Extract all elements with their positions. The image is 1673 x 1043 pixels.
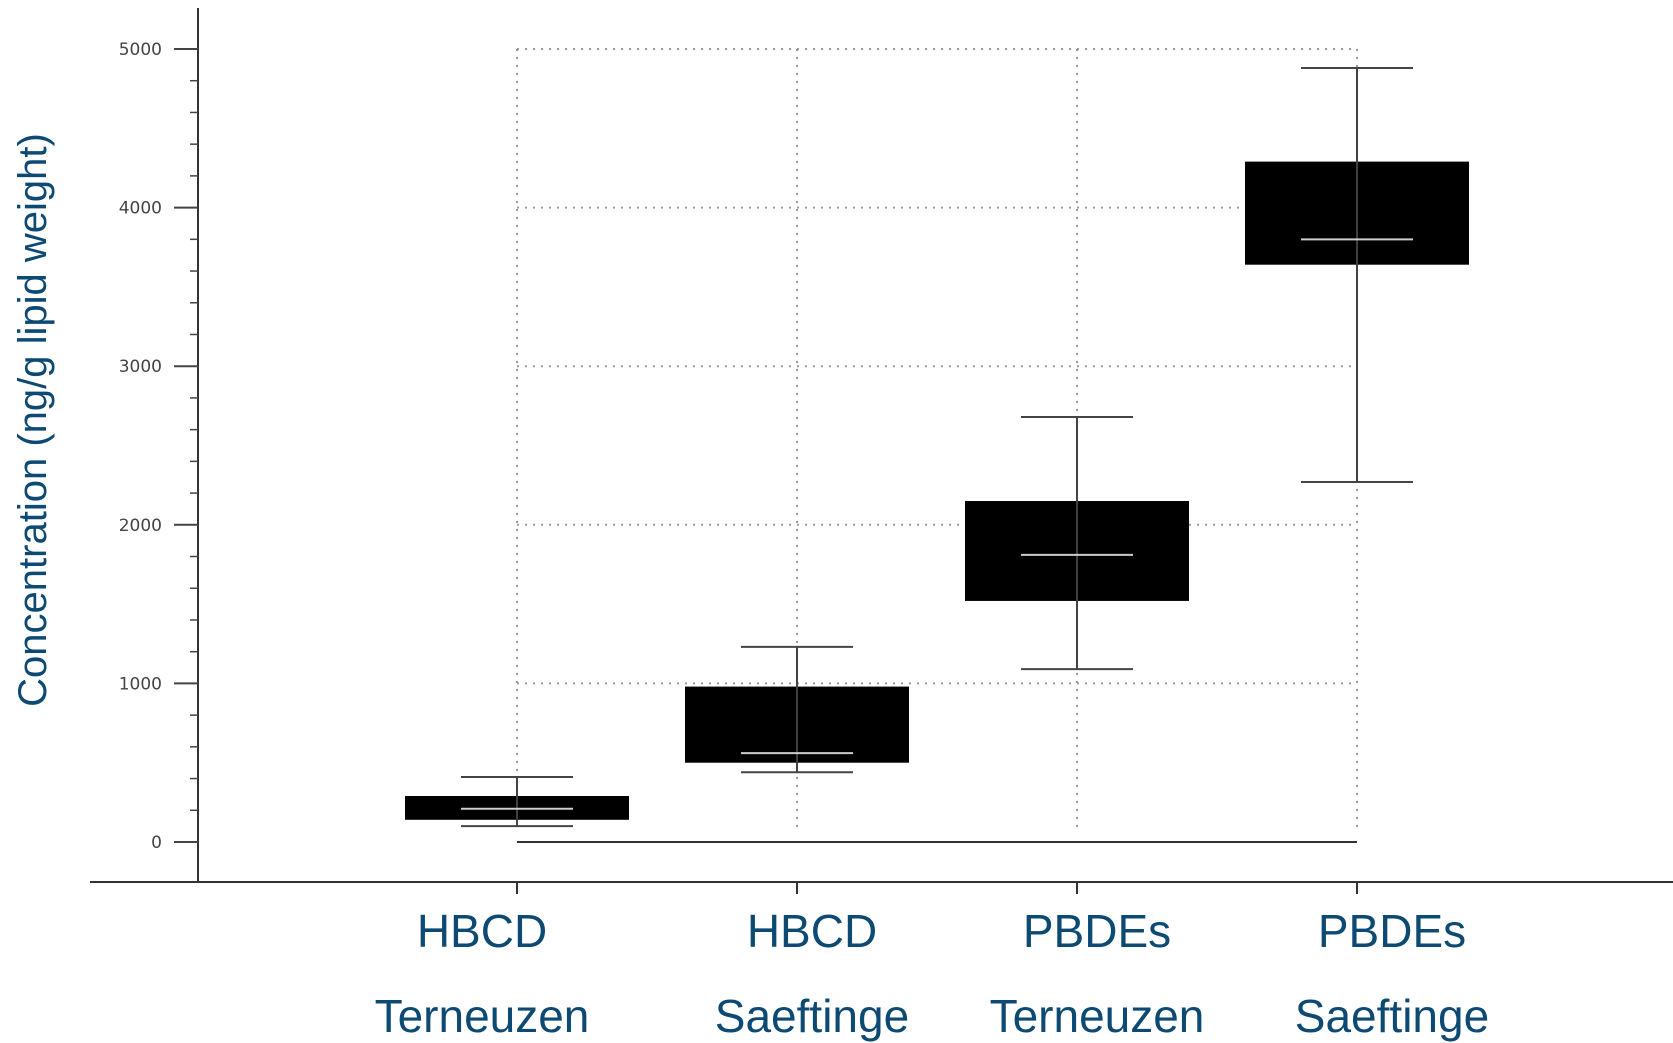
box-group-0 [405,775,629,828]
grid-lines [516,48,1358,843]
y-tick-label-3000: 3000 [119,357,162,377]
category-label-line2-1: Saeftinge [715,990,909,1042]
y-tick-label-2000: 2000 [119,516,162,536]
category-label-line1-1: HBCD [747,905,877,957]
category-label-line2-2: Terneuzen [990,990,1205,1042]
y-tick-label-0: 0 [151,833,162,853]
box-group-3 [1245,67,1469,483]
category-label-line1-3: PBDEs [1318,905,1466,957]
category-label-line2-0: Terneuzen [375,990,590,1042]
boxes [405,67,1469,828]
category-label-line1-2: PBDEs [1023,905,1171,957]
box-group-2 [965,415,1189,671]
box-group-1 [685,645,909,774]
y-tick-label-1000: 1000 [119,674,162,694]
labels: HBCD Terneuzen HBCD Saeftinge PBDEs Terneuzen… [375,905,1490,1042]
axes: 0 1000 2000 3000 4000 5000 [90,8,1673,894]
y-axis-title: Concentration (ng/g lipid weight) [11,133,55,707]
y-tick-label-5000: 5000 [119,40,162,60]
category-label-line2-3: Saeftinge [1295,990,1489,1042]
y-tick-label-4000: 4000 [119,199,162,219]
category-label-line1-0: HBCD [417,905,547,957]
